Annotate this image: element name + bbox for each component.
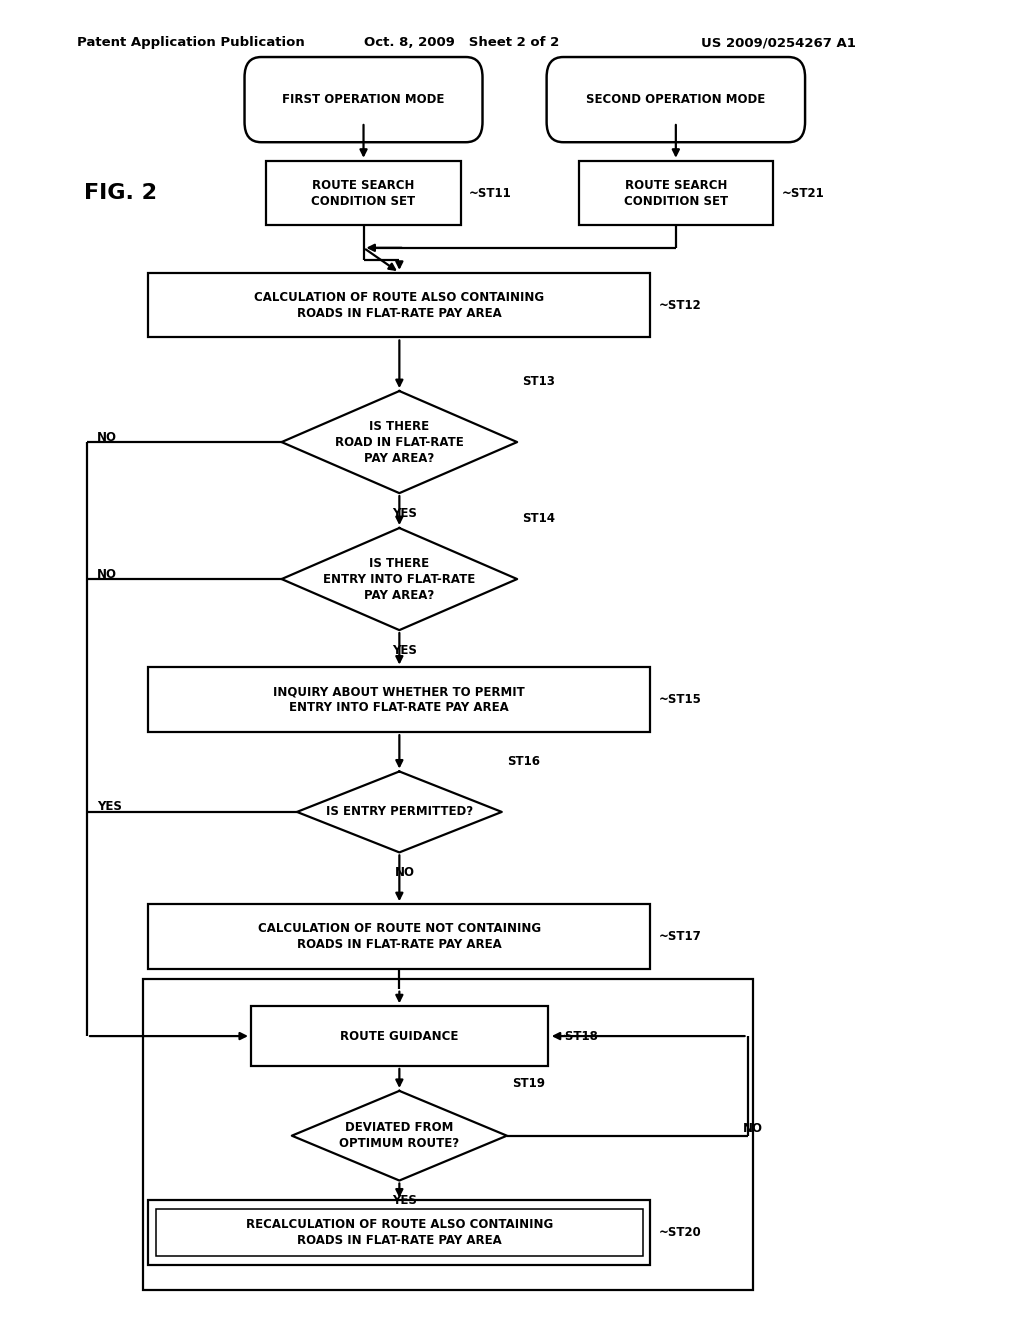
Text: DEVIATED FROM
OPTIMUM ROUTE?: DEVIATED FROM OPTIMUM ROUTE? (339, 1121, 460, 1150)
Text: ~ST21: ~ST21 (781, 186, 824, 199)
Text: ST16: ST16 (507, 755, 540, 768)
Text: YES: YES (392, 644, 417, 656)
Text: ~ST12: ~ST12 (658, 298, 701, 312)
Text: ST14: ST14 (522, 512, 555, 524)
Text: SECOND OPERATION MODE: SECOND OPERATION MODE (586, 94, 766, 106)
Text: NO: NO (97, 568, 118, 581)
FancyBboxPatch shape (547, 57, 805, 143)
Text: US 2009/0254267 A1: US 2009/0254267 A1 (701, 36, 856, 49)
FancyBboxPatch shape (251, 1006, 548, 1067)
Polygon shape (282, 528, 517, 630)
Text: NO: NO (742, 1122, 763, 1135)
Polygon shape (282, 391, 517, 494)
Text: NO: NO (394, 866, 415, 879)
Text: CALCULATION OF ROUTE ALSO CONTAINING
ROADS IN FLAT-RATE PAY AREA: CALCULATION OF ROUTE ALSO CONTAINING ROA… (254, 290, 545, 319)
Text: ~ST15: ~ST15 (658, 693, 701, 706)
Polygon shape (297, 771, 502, 853)
Text: NO: NO (97, 430, 118, 444)
Text: ~ST20: ~ST20 (658, 1226, 701, 1239)
Text: ~ST18: ~ST18 (556, 1030, 599, 1043)
FancyBboxPatch shape (148, 273, 650, 338)
Text: YES: YES (392, 507, 417, 520)
Text: FIG. 2: FIG. 2 (84, 183, 157, 203)
Text: IS ENTRY PERMITTED?: IS ENTRY PERMITTED? (326, 805, 473, 818)
Text: CALCULATION OF ROUTE NOT CONTAINING
ROADS IN FLAT-RATE PAY AREA: CALCULATION OF ROUTE NOT CONTAINING ROAD… (258, 921, 541, 950)
Text: Oct. 8, 2009   Sheet 2 of 2: Oct. 8, 2009 Sheet 2 of 2 (364, 36, 559, 49)
Text: ROUTE SEARCH
CONDITION SET: ROUTE SEARCH CONDITION SET (311, 178, 416, 207)
FancyBboxPatch shape (245, 57, 482, 143)
Text: ROUTE GUIDANCE: ROUTE GUIDANCE (340, 1030, 459, 1043)
Text: ~ST17: ~ST17 (658, 931, 701, 942)
Polygon shape (292, 1090, 507, 1180)
Text: ROUTE SEARCH
CONDITION SET: ROUTE SEARCH CONDITION SET (624, 178, 728, 207)
Text: ST19: ST19 (512, 1077, 545, 1090)
Text: YES: YES (97, 800, 122, 813)
FancyBboxPatch shape (148, 904, 650, 969)
FancyBboxPatch shape (579, 161, 773, 226)
Text: FIRST OPERATION MODE: FIRST OPERATION MODE (283, 94, 444, 106)
Text: Patent Application Publication: Patent Application Publication (77, 36, 304, 49)
Text: IS THERE
ENTRY INTO FLAT-RATE
PAY AREA?: IS THERE ENTRY INTO FLAT-RATE PAY AREA? (324, 557, 475, 602)
Text: RECALCULATION OF ROUTE ALSO CONTAINING
ROADS IN FLAT-RATE PAY AREA: RECALCULATION OF ROUTE ALSO CONTAINING R… (246, 1218, 553, 1247)
FancyBboxPatch shape (148, 668, 650, 733)
Text: ST13: ST13 (522, 375, 555, 388)
Text: IS THERE
ROAD IN FLAT-RATE
PAY AREA?: IS THERE ROAD IN FLAT-RATE PAY AREA? (335, 420, 464, 465)
FancyBboxPatch shape (266, 161, 461, 226)
FancyBboxPatch shape (148, 1200, 650, 1265)
Text: INQUIRY ABOUT WHETHER TO PERMIT
ENTRY INTO FLAT-RATE PAY AREA: INQUIRY ABOUT WHETHER TO PERMIT ENTRY IN… (273, 685, 525, 714)
Text: YES: YES (392, 1195, 417, 1206)
Text: ~ST11: ~ST11 (469, 186, 512, 199)
